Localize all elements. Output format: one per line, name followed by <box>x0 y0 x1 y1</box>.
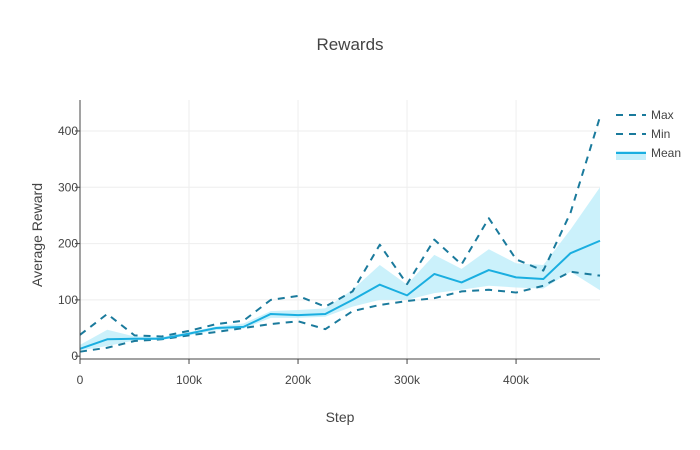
y-axis-title: Average Reward <box>29 183 45 287</box>
series-line-min[interactable] <box>79 270 601 353</box>
y-tick-label: 300 <box>58 180 78 194</box>
x-tick-label: 400k <box>503 373 530 387</box>
x-tick-label: 300k <box>394 373 421 387</box>
legend-item-min[interactable]: Min <box>616 127 670 141</box>
legend-band-swatch <box>616 151 646 160</box>
series-line-mean[interactable] <box>79 239 601 350</box>
legend[interactable]: Max Min Mean <box>616 108 681 160</box>
y-tick-label: 400 <box>58 124 78 138</box>
band-layer <box>80 187 600 351</box>
x-tick-label: 200k <box>285 373 312 387</box>
x-axis-title: Step <box>326 409 355 425</box>
legend-label: Mean <box>651 146 681 160</box>
tick-layer: 0 100k 200k 300k 400k 0 100 200 300 400 <box>58 124 530 387</box>
series-line-max[interactable] <box>79 116 601 338</box>
mean-confidence-band <box>80 187 600 351</box>
legend-label: Min <box>651 127 670 141</box>
x-tick-label: 0 <box>77 373 84 387</box>
chart-title: Rewards <box>316 35 383 54</box>
y-tick-label: 200 <box>58 237 78 251</box>
series-layer <box>79 116 601 353</box>
legend-item-max[interactable]: Max <box>616 108 674 122</box>
legend-item-mean[interactable]: Mean <box>616 146 681 160</box>
legend-label: Max <box>651 108 674 122</box>
y-tick-label: 100 <box>58 293 78 307</box>
x-tick-label: 100k <box>176 373 203 387</box>
y-tick-label: 0 <box>71 349 78 363</box>
axis-layer <box>79 100 600 360</box>
